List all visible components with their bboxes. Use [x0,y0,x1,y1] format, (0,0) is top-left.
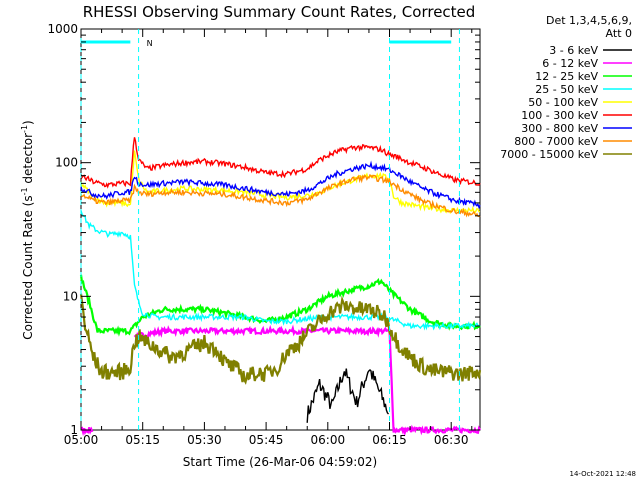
y-axis-label: Corrected Count Rate (s-1 detector-1) [20,120,35,339]
y-tick-label-1: 10 [63,289,78,303]
series-5 [80,137,481,189]
series-8 [79,293,482,385]
series-line-2-0 [79,274,481,337]
x-tick-label-6: 06:30 [434,433,469,447]
x-tick-label-1: 05:15 [125,433,160,447]
series-layer [79,137,482,437]
x-tick-label-4: 06:00 [311,433,346,447]
series-1 [80,324,481,437]
x-tick-label-2: 05:30 [187,433,222,447]
chart-title: RHESSI Observing Summary Count Rates, Co… [83,3,476,21]
markers-layer: N [80,29,460,430]
footer-timestamp: 14-Oct-2021 12:48 [570,470,636,478]
legend-label-4: 50 - 100 keV [528,96,598,109]
y-tick-label-3: 1000 [47,22,78,36]
series-line-1-0 [80,426,94,437]
series-6 [80,160,481,210]
series-0 [306,368,390,423]
x-tick-label-5: 06:15 [372,433,407,447]
legend-header-2: Att 0 [606,27,632,40]
x-axis: 05:00 05:15 05:30 05:45 06:00 06:15 06:30 [64,29,473,447]
x-tick-label-3: 05:45 [249,433,284,447]
series-line-6-0 [80,160,481,210]
series-2 [79,274,481,337]
y-tick-label-2: 100 [55,156,78,170]
series-line-0-0 [306,368,390,423]
legend-label-0: 3 - 6 keV [549,44,598,57]
legend-label-2: 12 - 25 keV [535,70,598,83]
series-line-7-0 [80,173,481,218]
y-tick-label-0: 1 [70,423,78,437]
x-axis-label: Start Time (26-Mar-06 04:59:02) [183,455,377,469]
series-line-5-0 [80,137,481,189]
legend-label-8: 7000 - 15000 keV [500,148,598,161]
legend-label-6: 300 - 800 keV [521,122,598,135]
x-tick-label-0: 05:00 [64,433,99,447]
series-line-8-0 [79,293,482,385]
series-line-3-0 [80,210,481,331]
series-7 [80,173,481,218]
series-3 [80,210,481,331]
legend-label-7: 800 - 7000 keV [514,135,598,148]
attenuator-label: N [147,39,153,48]
legend-label-3: 25 - 50 keV [535,83,598,96]
legend-label-1: 6 - 12 keV [542,57,598,70]
y-axis: 1 10 100 1000 [47,22,480,437]
legend-label-5: 100 - 300 keV [521,109,598,122]
legend-header-1: Det 1,3,4,5,6,9, [546,14,632,27]
